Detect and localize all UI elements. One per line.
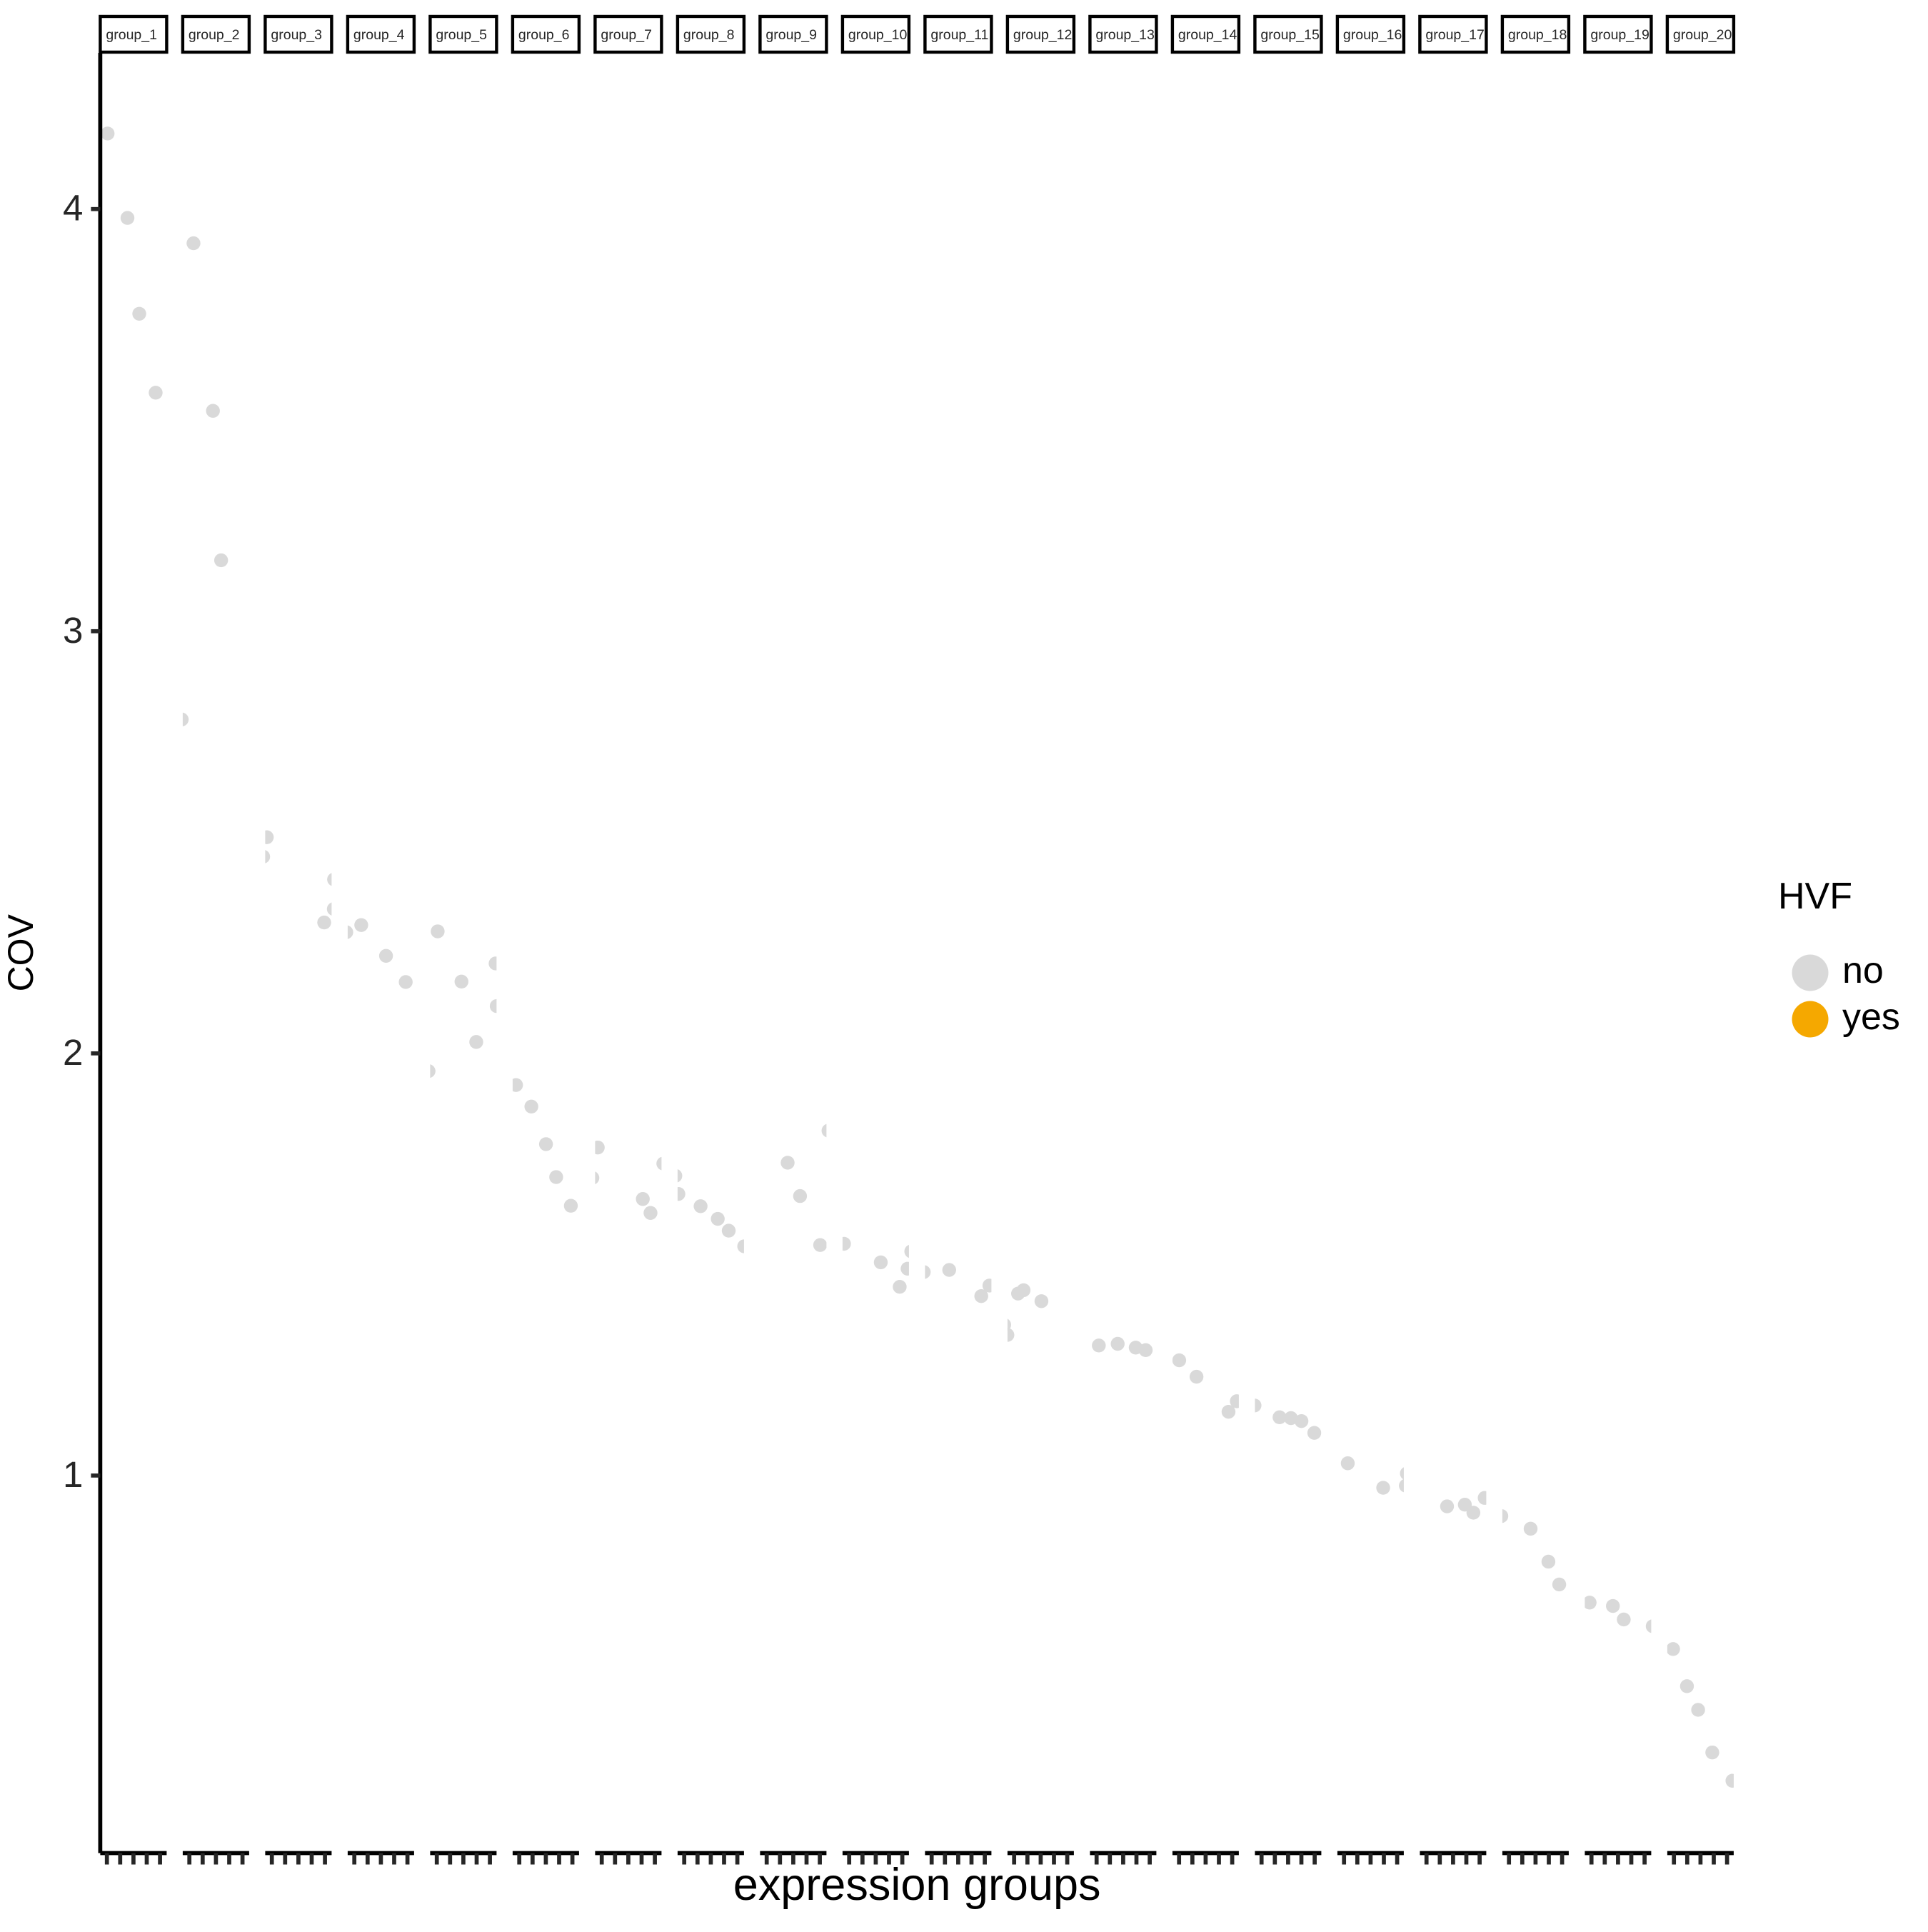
svg-text:COV: COV — [1, 914, 41, 991]
svg-text:4: 4 — [63, 188, 83, 229]
svg-text:group_18: group_18 — [1508, 27, 1567, 43]
svg-text:expression groups: expression groups — [733, 1860, 1101, 1910]
svg-text:group_7: group_7 — [601, 27, 652, 43]
svg-text:group_5: group_5 — [436, 27, 487, 43]
svg-text:group_3: group_3 — [271, 27, 322, 43]
svg-text:no: no — [1842, 950, 1884, 991]
svg-text:group_12: group_12 — [1013, 27, 1072, 43]
svg-text:group_8: group_8 — [683, 27, 735, 43]
svg-text:group_14: group_14 — [1178, 27, 1237, 43]
svg-text:group_11: group_11 — [930, 27, 988, 43]
svg-text:2: 2 — [63, 1032, 83, 1073]
svg-text:group_20: group_20 — [1673, 27, 1732, 43]
svg-text:group_15: group_15 — [1260, 27, 1320, 43]
svg-text:1: 1 — [63, 1454, 83, 1495]
svg-text:group_19: group_19 — [1590, 27, 1649, 43]
svg-text:group_2: group_2 — [189, 27, 240, 43]
svg-text:group_10: group_10 — [848, 27, 908, 43]
svg-text:group_13: group_13 — [1095, 27, 1154, 43]
svg-text:HVF: HVF — [1778, 876, 1852, 917]
svg-text:group_9: group_9 — [765, 27, 817, 43]
svg-text:yes: yes — [1842, 996, 1900, 1038]
svg-text:3: 3 — [63, 610, 83, 651]
svg-text:group_17: group_17 — [1425, 27, 1484, 43]
svg-text:group_4: group_4 — [353, 27, 405, 43]
svg-text:group_16: group_16 — [1343, 27, 1402, 43]
svg-text:group_1: group_1 — [106, 27, 157, 43]
svg-text:group_6: group_6 — [518, 27, 570, 43]
